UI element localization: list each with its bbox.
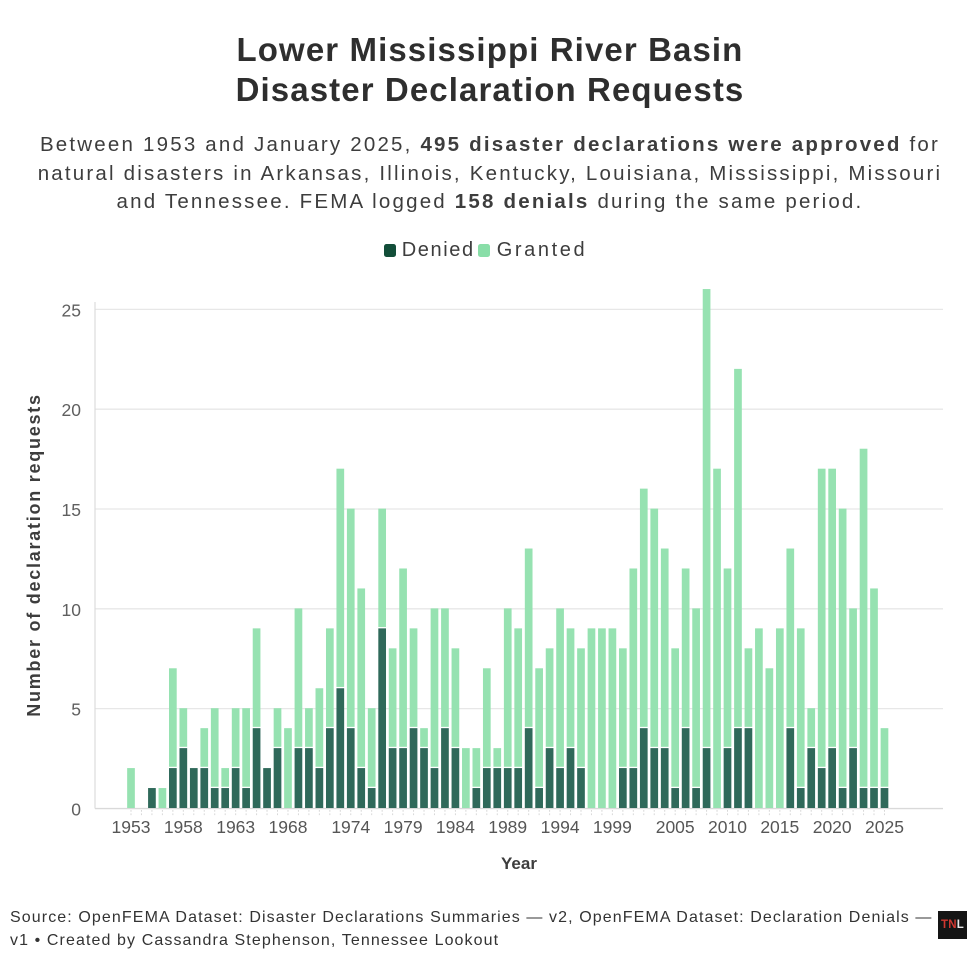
svg-text:Number of declaration requests: Number of declaration requests xyxy=(24,393,44,717)
svg-text:15: 15 xyxy=(62,500,81,520)
svg-text:2005: 2005 xyxy=(656,817,695,837)
svg-text:2015: 2015 xyxy=(760,817,799,837)
svg-text:20: 20 xyxy=(62,400,82,420)
svg-text:2010: 2010 xyxy=(708,817,747,837)
svg-text:5: 5 xyxy=(71,700,81,720)
svg-text:1984: 1984 xyxy=(436,817,475,837)
svg-text:1994: 1994 xyxy=(541,817,580,837)
svg-text:Year: Year xyxy=(501,854,537,873)
svg-text:1958: 1958 xyxy=(164,817,203,837)
svg-text:1968: 1968 xyxy=(269,817,308,837)
svg-text:1963: 1963 xyxy=(216,817,255,837)
svg-text:1989: 1989 xyxy=(488,817,527,837)
svg-text:1999: 1999 xyxy=(593,817,632,837)
svg-text:10: 10 xyxy=(62,600,82,620)
svg-text:1974: 1974 xyxy=(331,817,370,837)
svg-text:1953: 1953 xyxy=(112,817,151,837)
svg-text:25: 25 xyxy=(62,300,81,320)
svg-text:2025: 2025 xyxy=(865,817,904,837)
svg-text:0: 0 xyxy=(71,799,81,819)
svg-text:1979: 1979 xyxy=(384,817,423,837)
svg-text:2020: 2020 xyxy=(813,817,852,837)
